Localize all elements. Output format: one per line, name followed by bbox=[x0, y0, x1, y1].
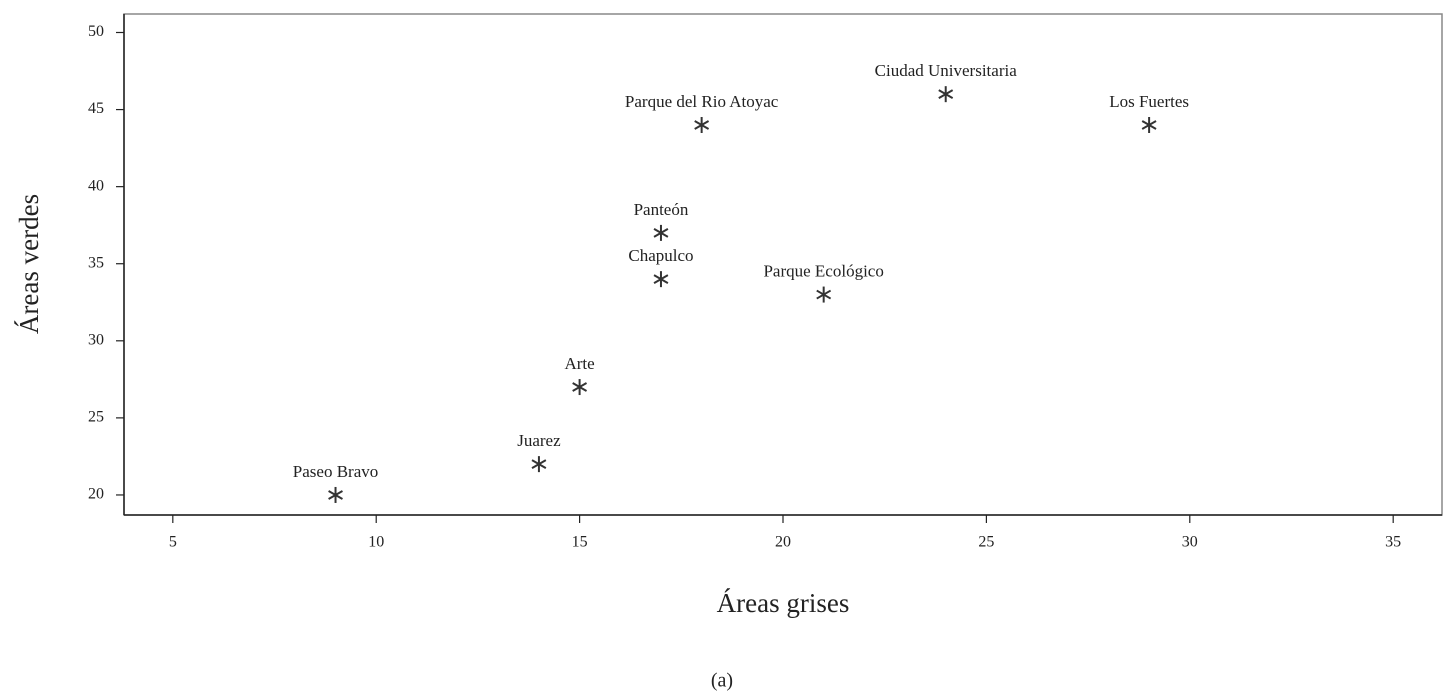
marker-stroke bbox=[653, 274, 669, 285]
marker-stroke bbox=[1141, 120, 1157, 130]
y-tick-label: 35 bbox=[88, 254, 104, 271]
point-label: Paseo Bravo bbox=[293, 462, 378, 481]
point bbox=[572, 379, 588, 396]
point-label: Arte bbox=[564, 354, 594, 373]
caption: (a) bbox=[711, 670, 733, 692]
marker-stroke bbox=[694, 120, 710, 130]
y-tick-label: 25 bbox=[88, 409, 104, 426]
y-tick-label: 50 bbox=[88, 23, 104, 40]
y-tick-label: 45 bbox=[88, 100, 104, 117]
marker-stroke bbox=[572, 382, 588, 392]
point bbox=[328, 486, 343, 503]
x-tick-label: 25 bbox=[978, 534, 994, 551]
point-label: Ciudad Universitaria bbox=[875, 61, 1018, 80]
point-label: Chapulco bbox=[628, 246, 693, 265]
y-tick-label: 20 bbox=[88, 486, 104, 503]
marker-stroke bbox=[653, 228, 669, 238]
point bbox=[653, 224, 669, 241]
point-label: Parque Ecológico bbox=[763, 261, 883, 280]
marker-stroke bbox=[531, 459, 547, 469]
y-axis-title: Áreas verdes bbox=[14, 194, 44, 334]
point-label: Panteón bbox=[634, 200, 689, 219]
x-tick-label: 15 bbox=[572, 534, 588, 551]
x-tick-label: 30 bbox=[1182, 534, 1198, 551]
x-tick-label: 10 bbox=[368, 534, 384, 551]
point-label: Parque del Rio Atoyac bbox=[625, 92, 779, 111]
marker-stroke bbox=[328, 490, 343, 500]
point bbox=[653, 271, 669, 288]
point bbox=[531, 456, 547, 473]
point bbox=[694, 116, 710, 133]
marker-stroke bbox=[816, 289, 832, 300]
point bbox=[938, 86, 954, 103]
x-tick-label: 20 bbox=[775, 534, 791, 551]
point bbox=[816, 286, 832, 303]
x-axis-title: Áreas grises bbox=[717, 588, 850, 618]
point-label: Los Fuertes bbox=[1109, 92, 1189, 111]
x-tick-label: 35 bbox=[1385, 534, 1401, 551]
x-tick-label: 5 bbox=[169, 534, 177, 551]
y-tick-label: 30 bbox=[88, 331, 104, 348]
y-tick-label: 40 bbox=[88, 177, 104, 194]
point-label: Juarez bbox=[517, 431, 561, 450]
point bbox=[1141, 116, 1157, 133]
marker-stroke bbox=[938, 89, 954, 100]
